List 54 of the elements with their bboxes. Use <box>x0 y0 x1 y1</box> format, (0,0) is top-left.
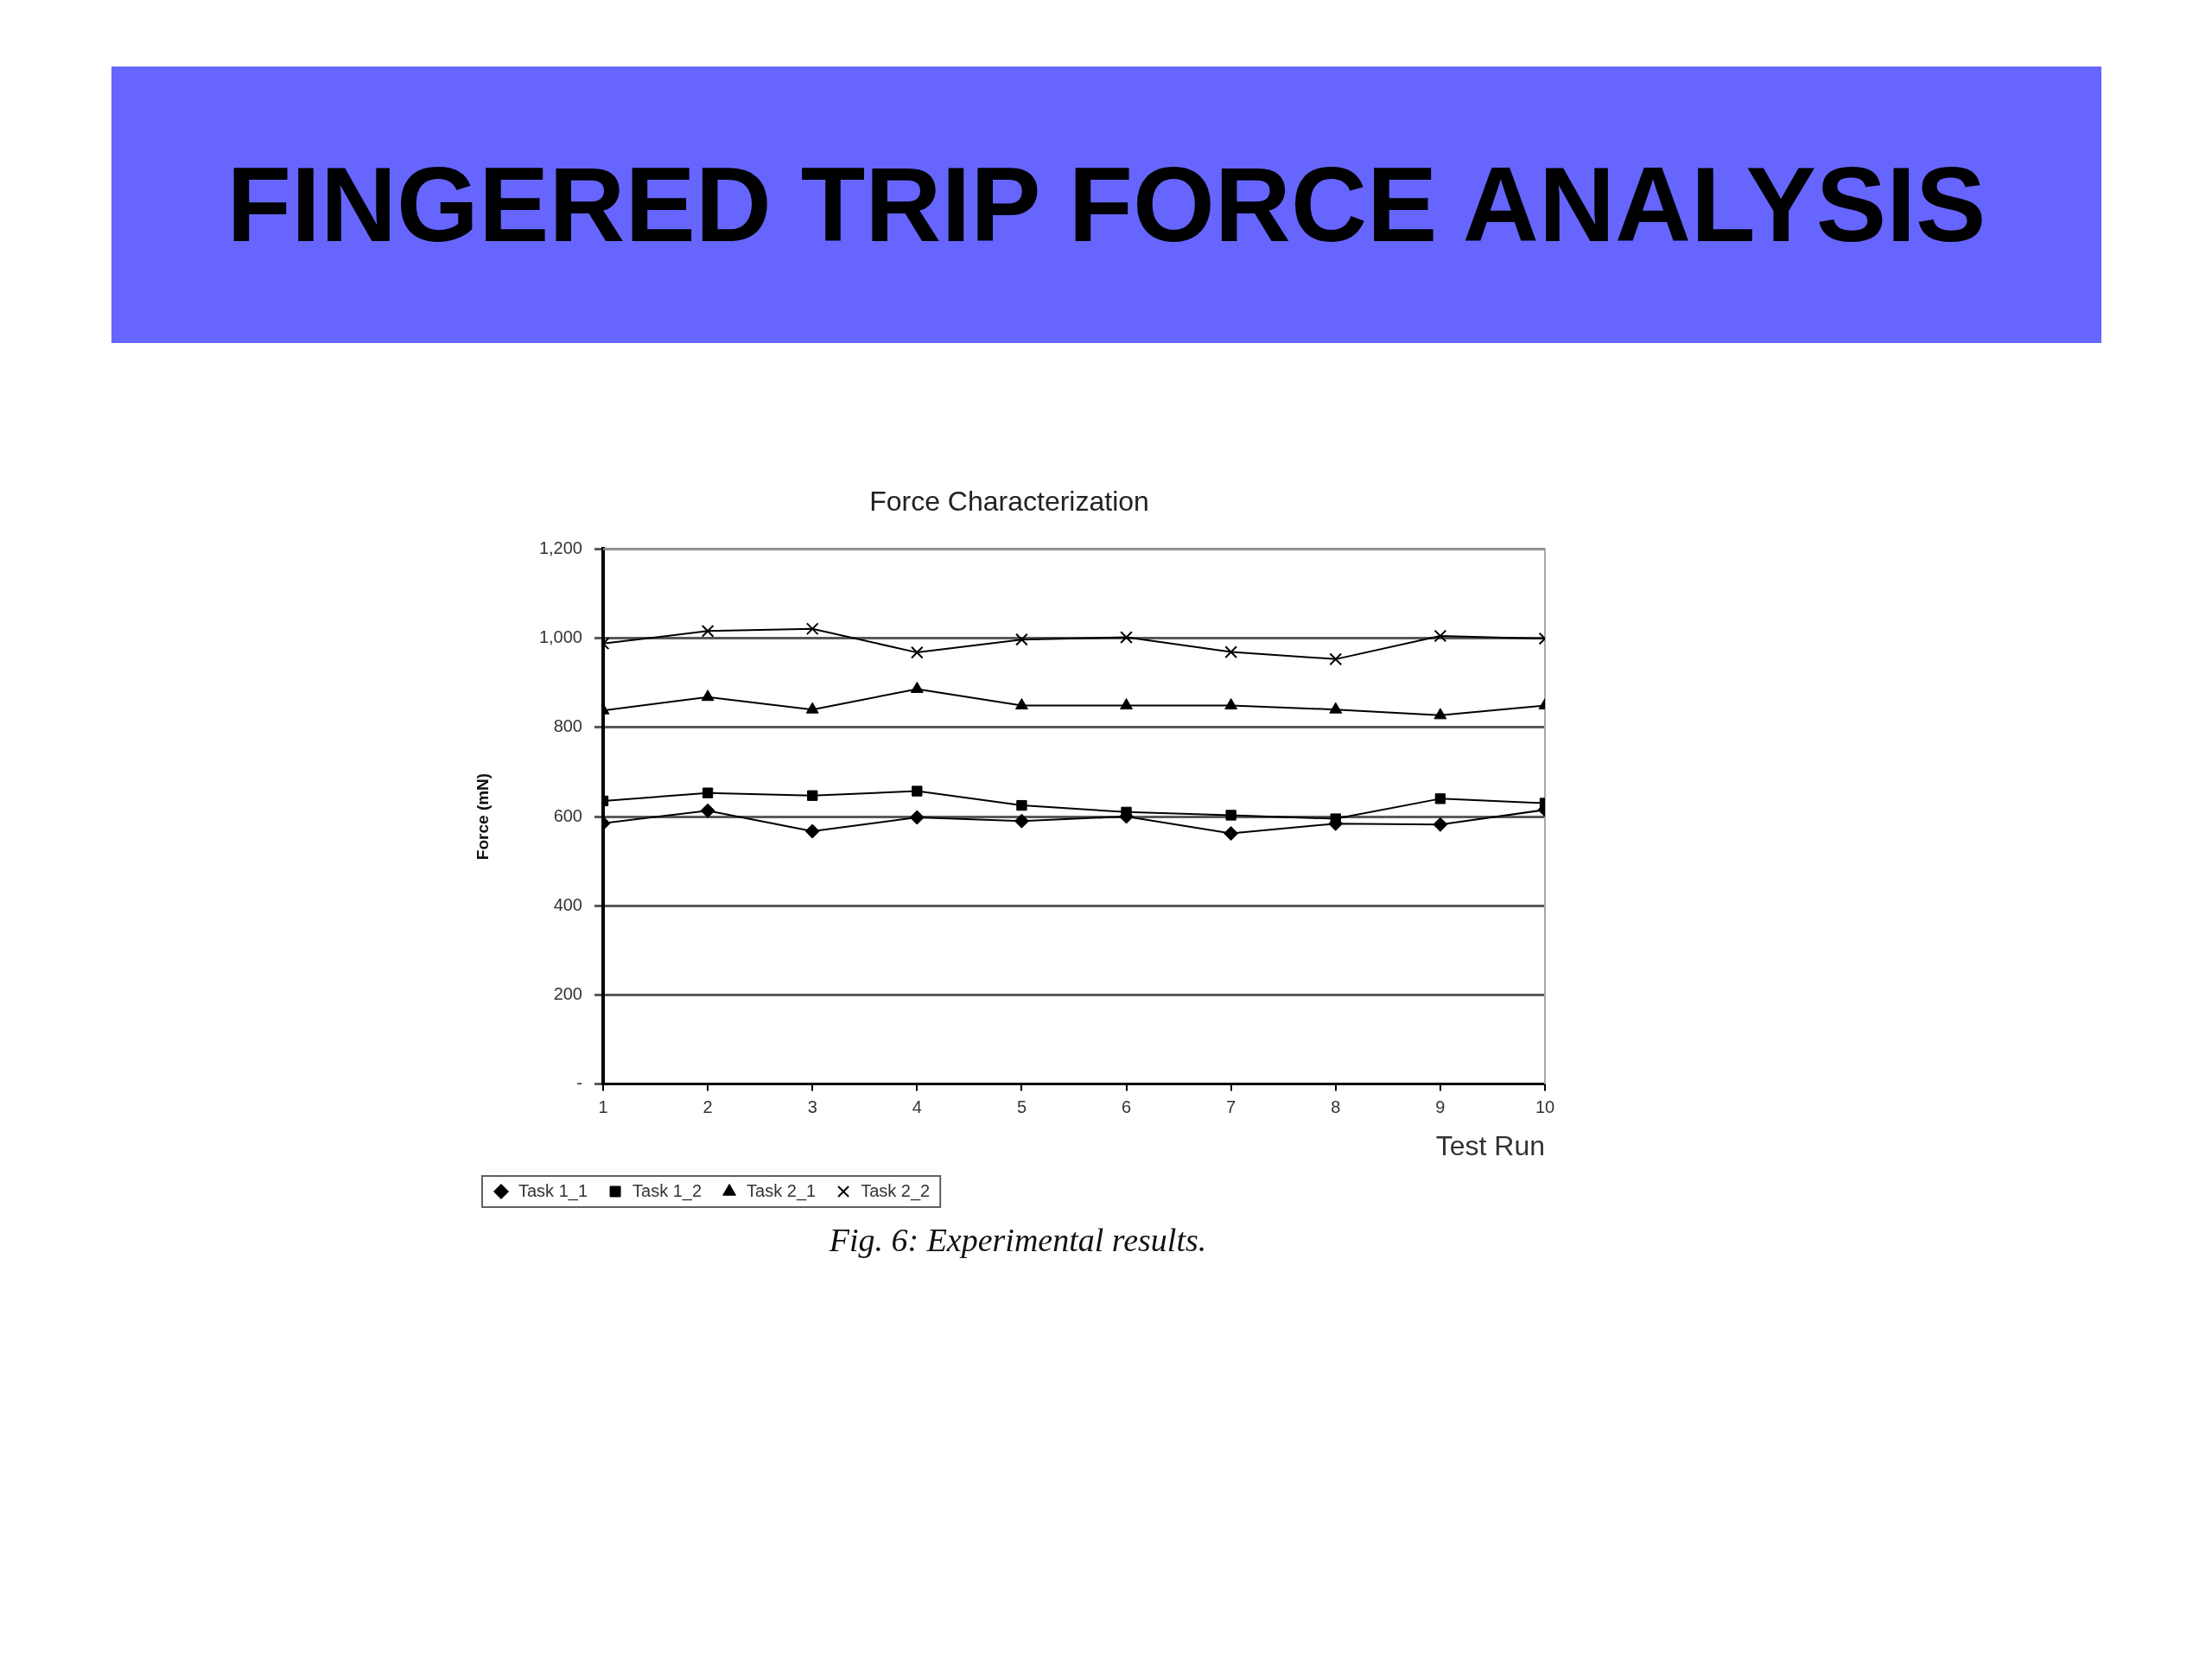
point <box>1224 645 1238 658</box>
legend-label: Task 1_2 <box>632 1180 702 1201</box>
y-axis-title: Force (mN) <box>473 772 492 861</box>
y-tick-label: 400 <box>553 894 582 914</box>
x-tick-label: 6 <box>1121 1097 1132 1117</box>
point <box>700 803 715 818</box>
point <box>1433 708 1447 720</box>
y-tick-label: - <box>576 1073 582 1093</box>
caption: Fig. 6: Experimental results. <box>828 1221 1208 1259</box>
y-tick-label: 600 <box>553 805 582 825</box>
legend-label: Task 1_1 <box>518 1180 588 1201</box>
point <box>909 810 925 825</box>
point <box>1015 632 1028 646</box>
chart-subtitle: Force Characterization <box>869 486 1149 518</box>
point <box>1015 698 1028 710</box>
legend-label: Task 2_2 <box>861 1180 931 1201</box>
point <box>1120 631 1133 644</box>
point <box>804 823 820 839</box>
point <box>910 681 924 693</box>
x-tick-label: 2 <box>702 1097 713 1117</box>
x-tick-label: 4 <box>912 1097 922 1117</box>
x-tick-label: 10 <box>1535 1097 1555 1117</box>
x-tick-label: 8 <box>1331 1097 1341 1117</box>
y-tick-label: 800 <box>553 716 582 736</box>
y-tick-label: 1,200 <box>538 537 582 557</box>
point <box>1016 799 1027 811</box>
point <box>805 622 819 636</box>
point <box>1120 698 1133 710</box>
x-tick-label: 7 <box>1226 1097 1236 1117</box>
point <box>805 702 819 714</box>
chart-title: FINGERED TRIP FORCE ANALYSIS <box>226 145 1986 264</box>
point <box>910 645 924 659</box>
point <box>1225 810 1236 821</box>
x-tick-label: 9 <box>1435 1097 1446 1117</box>
point <box>1434 793 1446 804</box>
x-axis-title: Test Run <box>1435 1129 1545 1161</box>
point <box>702 787 714 798</box>
x-tick-label: 5 <box>1016 1097 1027 1117</box>
point <box>1433 817 1448 832</box>
x-tick-label: 1 <box>598 1097 608 1117</box>
x-tick-label: 3 <box>807 1097 817 1117</box>
legend-label: Task 2_1 <box>747 1180 817 1201</box>
point <box>1224 698 1238 710</box>
y-tick-label: 200 <box>553 983 582 1003</box>
point <box>807 790 818 801</box>
y-tick-label: 1,000 <box>538 627 582 647</box>
point <box>1224 826 1239 842</box>
point <box>1433 629 1447 643</box>
point <box>701 624 715 638</box>
point <box>912 785 923 797</box>
point <box>701 690 715 702</box>
point <box>1329 652 1343 666</box>
point <box>1329 702 1343 714</box>
point <box>1014 813 1029 829</box>
